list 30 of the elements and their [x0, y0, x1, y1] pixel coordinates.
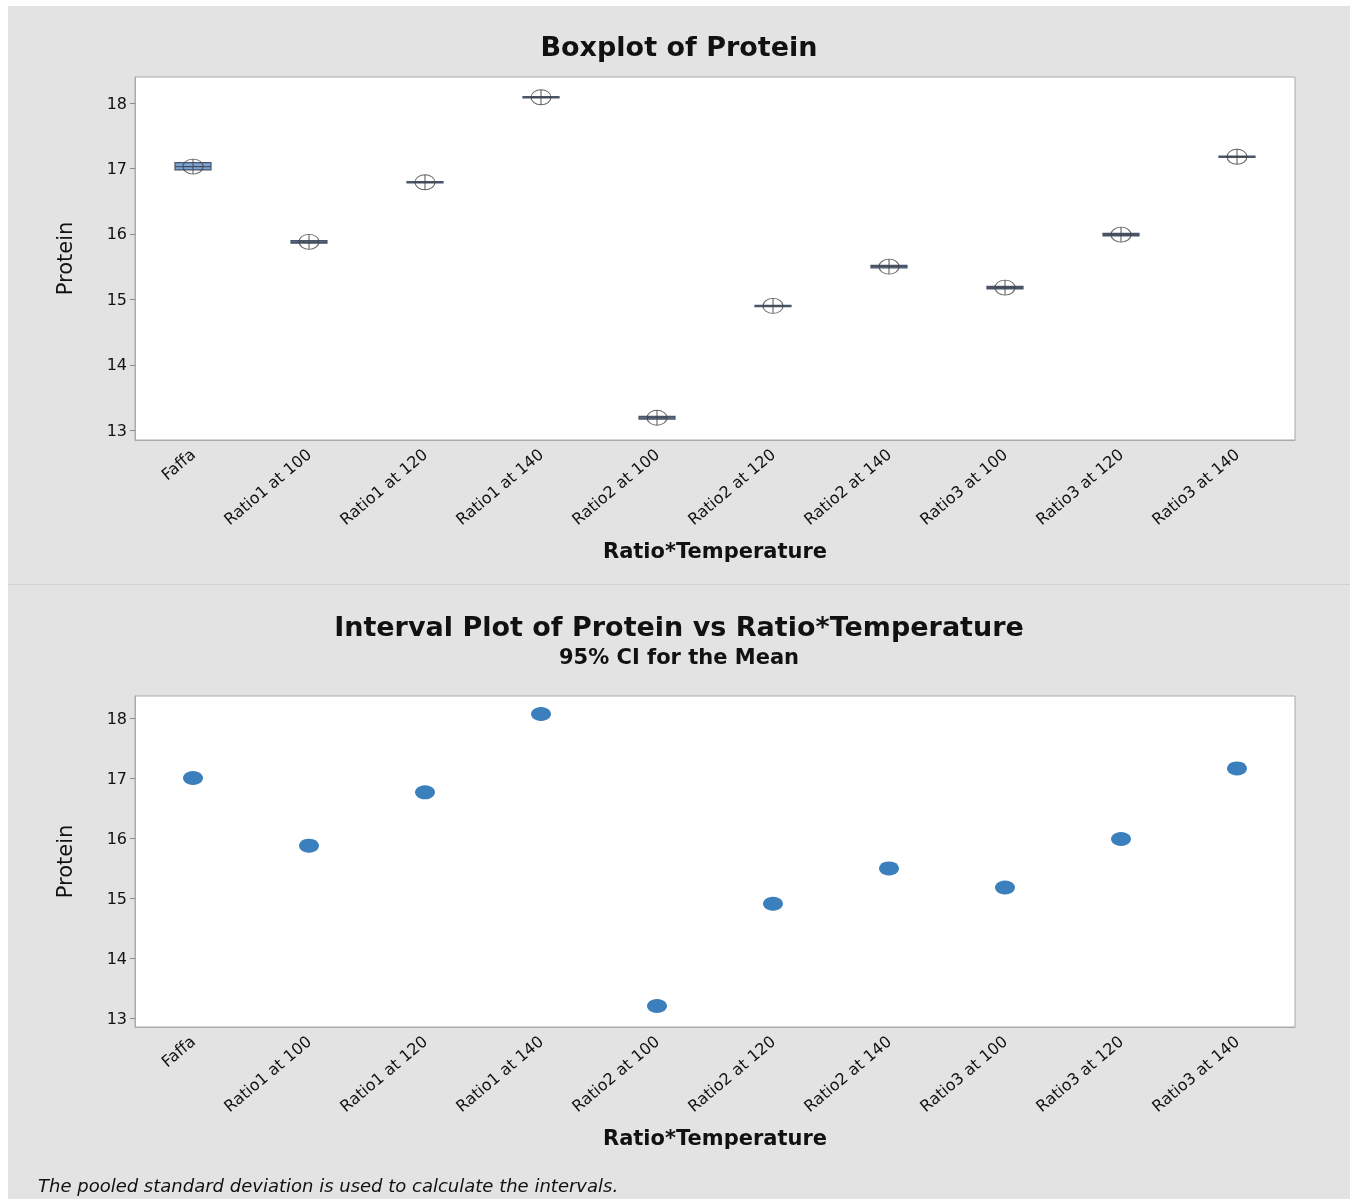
point	[995, 880, 1015, 895]
point	[299, 838, 319, 853]
y-tick-label: 18	[106, 709, 127, 729]
chart-subtitle: 95% CI for the Mean	[558, 644, 800, 669]
y-axis-title: Protein	[52, 221, 77, 296]
chart-title: Boxplot of Protein	[540, 31, 818, 62]
x-axis-title: Ratio*Temperature	[602, 538, 828, 563]
y-tick-label: 16	[106, 828, 127, 848]
y-tick-label: 15	[106, 289, 127, 309]
point	[1227, 761, 1247, 776]
y-tick-label: 14	[106, 948, 127, 968]
point	[647, 999, 667, 1014]
y-tick-label: 18	[106, 93, 127, 113]
y-tick-label: 13	[106, 420, 127, 440]
y-tick-label: 17	[106, 769, 127, 789]
y-tick-label: 17	[106, 159, 127, 179]
point	[1111, 832, 1131, 847]
point	[531, 706, 551, 721]
x-axis-title: Ratio*Temperature	[602, 1125, 828, 1150]
y-tick-label: 15	[106, 888, 127, 908]
y-tick-label: 16	[106, 224, 127, 244]
y-tick-label: 13	[106, 1008, 127, 1028]
point	[183, 771, 203, 785]
y-axis-title: Protein	[52, 824, 77, 899]
y-tick-label: 14	[106, 355, 127, 375]
point	[763, 896, 783, 911]
point	[415, 785, 435, 800]
point	[879, 861, 899, 876]
chart-title: Interval Plot of Protein vs Ratio*Temperature	[334, 611, 1024, 642]
text: The pooled standard deviation is used to calculate the intervals.	[38, 1175, 619, 1196]
